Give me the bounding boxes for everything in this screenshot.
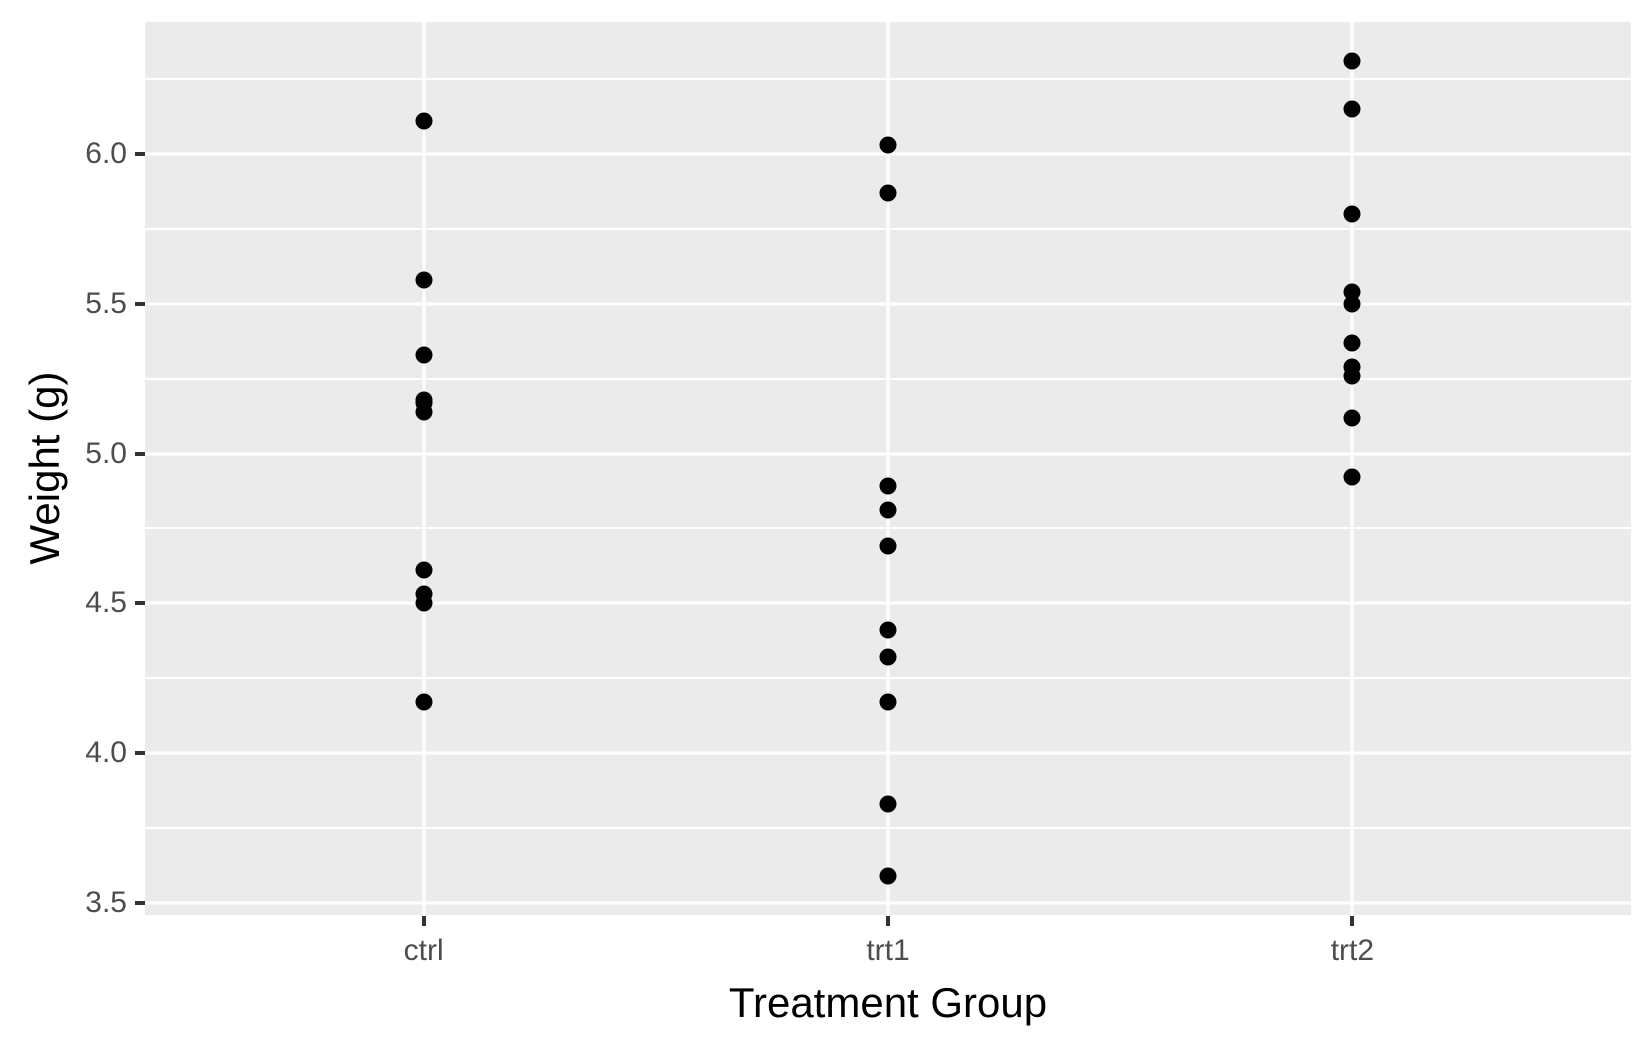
x-axis-title: Treatment Group (728, 979, 1048, 1026)
y-axis-title: Weight (g) (21, 371, 68, 565)
y-tick-label: 5.5 (85, 286, 127, 320)
y-tick-mark (135, 901, 145, 905)
data-point (879, 537, 897, 555)
y-tick-mark (135, 301, 145, 306)
y-tick-mark (135, 451, 145, 456)
data-point (1343, 367, 1361, 385)
data-point (879, 501, 897, 519)
data-point (879, 693, 897, 711)
data-point (1343, 52, 1361, 70)
data-point (1343, 295, 1361, 313)
y-tick-label: 4.0 (85, 736, 127, 770)
x-tick-label: ctrl (403, 934, 444, 967)
gridline-major-vertical (422, 22, 426, 915)
x-tick-mark (421, 916, 426, 926)
y-tick-label: 4.5 (85, 586, 127, 620)
gridline-major-vertical (1350, 22, 1354, 915)
data-point (1343, 205, 1361, 223)
data-point (1343, 409, 1361, 427)
gridline-major-vertical (886, 22, 890, 915)
x-tick-label: trt2 (1330, 934, 1375, 967)
data-point (879, 136, 897, 154)
data-point (415, 561, 433, 579)
data-point (415, 585, 433, 603)
data-point (415, 403, 433, 421)
plot-panel (145, 22, 1631, 915)
data-point (415, 346, 433, 364)
data-point (879, 477, 897, 495)
data-point (879, 867, 897, 885)
data-point (1343, 334, 1361, 352)
y-tick-mark (135, 601, 145, 606)
data-point (415, 693, 433, 711)
y-tick-mark (135, 751, 145, 756)
y-tick-label: 5.0 (85, 436, 127, 470)
data-point (1343, 100, 1361, 118)
data-point (879, 184, 897, 202)
data-point (879, 795, 897, 813)
data-point (415, 271, 433, 289)
data-point (415, 112, 433, 130)
y-tick-mark (135, 151, 145, 156)
x-tick-label: trt1 (866, 934, 910, 967)
data-point (879, 621, 897, 639)
y-tick-label: 3.5 (85, 886, 127, 919)
data-point (1343, 468, 1361, 486)
y-tick-label: 6.0 (85, 136, 127, 170)
x-tick-mark (1350, 916, 1355, 926)
x-tick-mark (886, 916, 890, 926)
data-point (879, 648, 897, 666)
